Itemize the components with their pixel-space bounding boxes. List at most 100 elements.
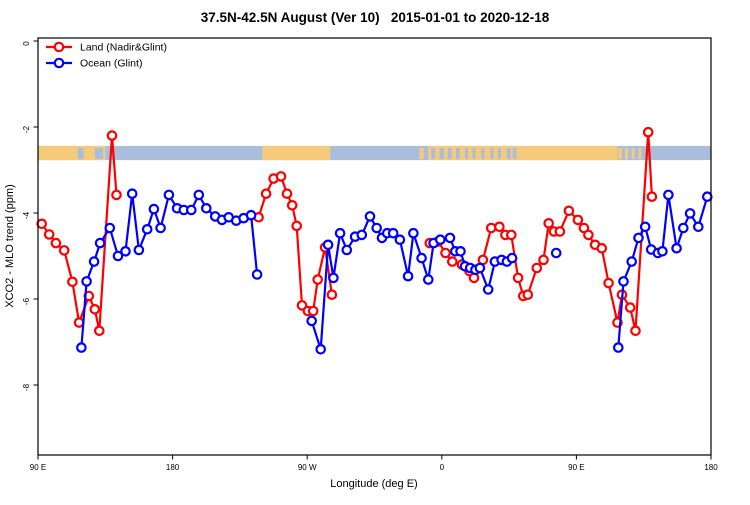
legend-item-land: Land (Nadir&Glint) (46, 42, 167, 54)
legend-item-ocean: Ocean (Glint) (46, 58, 142, 70)
x-axis-ticks: 90 E 180 90 W 0 90 E 180 (30, 455, 718, 472)
data-point (141, 224, 153, 235)
data-point (618, 276, 629, 287)
data-point (624, 302, 636, 313)
legend-label-ocean: Ocean (Glint) (80, 58, 142, 70)
data-point (58, 245, 70, 256)
data-point (306, 315, 317, 327)
x-tick-label: 90 E (568, 463, 584, 472)
data-point (684, 208, 696, 219)
data-point (291, 220, 302, 232)
data-point (512, 272, 524, 284)
data-point (603, 277, 614, 289)
data-point (328, 272, 339, 284)
data-point (387, 227, 399, 239)
data-point (120, 246, 131, 257)
data-point (444, 232, 456, 244)
data-point (434, 234, 446, 245)
data-point (312, 274, 323, 285)
data-point (356, 229, 368, 241)
y-tick-label: -6 (22, 297, 31, 305)
data-point (371, 222, 382, 234)
data-point (455, 246, 466, 257)
strip-ocean-patch (431, 147, 436, 160)
strip-ocean-patch (464, 147, 468, 160)
data-point (630, 325, 641, 337)
data-point (334, 227, 346, 239)
data-point (251, 269, 263, 280)
data-point (126, 188, 138, 199)
strip-ocean-patch (77, 147, 84, 160)
x-tick-label: 90 W (298, 463, 317, 472)
x-tick-label: 180 (704, 463, 718, 472)
data-point (394, 234, 406, 245)
legend: Land (Nadir&Glint) Ocean (Glint) (46, 42, 167, 70)
data-point (506, 252, 518, 264)
data-point (596, 243, 608, 254)
data-point (440, 247, 451, 259)
data-point (193, 189, 205, 201)
strip-land-segment (38, 145, 106, 161)
strip-land-patch (419, 147, 424, 160)
data-point (111, 189, 122, 201)
data-point (341, 244, 353, 256)
strip-ocean-patch (512, 147, 517, 160)
y-axis-ticks: 0 -2 -4 -6 -8 (22, 40, 38, 391)
data-point (485, 222, 497, 234)
strip-land-patch (631, 147, 635, 160)
x-tick-label: 180 (166, 463, 180, 472)
y-tick-label: -8 (22, 383, 31, 391)
data-point (94, 325, 105, 337)
data-point (692, 221, 704, 233)
data-point (505, 229, 517, 241)
data-point (275, 171, 287, 182)
data-point (81, 276, 92, 287)
data-point (671, 243, 682, 254)
data-point (554, 226, 566, 237)
data-point (642, 126, 654, 138)
data-point (626, 256, 637, 267)
strip-land-segment (428, 145, 618, 161)
data-point (538, 254, 549, 266)
strip-ocean-patch (456, 147, 460, 160)
data-point (88, 256, 100, 267)
data-point (133, 244, 145, 256)
data-point (446, 256, 458, 267)
data-point (633, 232, 644, 244)
data-point (67, 276, 78, 288)
data-point (112, 250, 124, 262)
data-point (646, 191, 658, 202)
data-point (422, 274, 434, 285)
data-point (36, 218, 47, 230)
data-point (572, 214, 584, 226)
data-point (148, 203, 160, 215)
data-point (43, 229, 55, 240)
strip-land-segment (262, 145, 331, 161)
data-point (286, 200, 298, 211)
data-point (245, 209, 257, 221)
data-point (307, 305, 319, 317)
y-tick-label: -2 (22, 125, 31, 133)
data-point (326, 289, 338, 300)
data-point (550, 247, 562, 259)
strip-ocean-patch (497, 147, 501, 160)
strip-ocean-patch (439, 147, 445, 160)
data-point (201, 203, 212, 214)
y-tick-label: -4 (22, 211, 31, 219)
strip-land-patch (625, 147, 628, 160)
y-tick-label: 0 (22, 41, 31, 46)
chart-title: 37.5N-42.5N August (Ver 10) 2015-01-01 t… (201, 10, 550, 25)
strip-ocean-patch (490, 147, 494, 160)
x-tick-label: 90 E (30, 463, 46, 472)
strip-ocean-patch (447, 147, 452, 160)
data-point (260, 188, 272, 199)
data-point (76, 342, 87, 353)
data-point (364, 211, 376, 222)
strip-ocean-patch (472, 147, 476, 160)
data-point (468, 272, 480, 284)
data-point (104, 222, 116, 234)
data-point (155, 222, 166, 234)
data-point (315, 343, 326, 355)
